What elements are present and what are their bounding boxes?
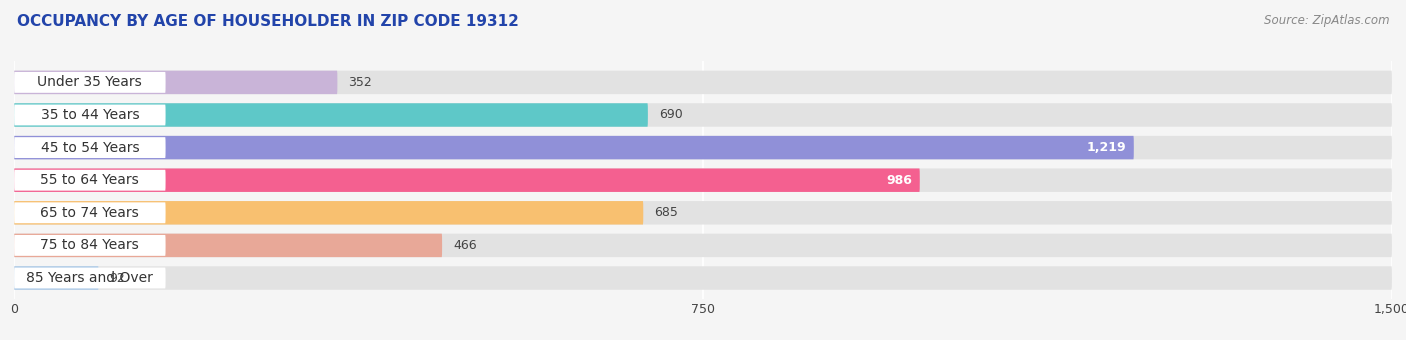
FancyBboxPatch shape — [14, 234, 441, 257]
Text: 35 to 44 Years: 35 to 44 Years — [41, 108, 139, 122]
FancyBboxPatch shape — [14, 168, 920, 192]
Text: 75 to 84 Years: 75 to 84 Years — [41, 238, 139, 252]
Text: Source: ZipAtlas.com: Source: ZipAtlas.com — [1264, 14, 1389, 27]
FancyBboxPatch shape — [14, 168, 1392, 192]
FancyBboxPatch shape — [14, 201, 644, 224]
Text: 466: 466 — [453, 239, 477, 252]
FancyBboxPatch shape — [14, 71, 337, 94]
Text: Under 35 Years: Under 35 Years — [38, 75, 142, 89]
Text: 55 to 64 Years: 55 to 64 Years — [41, 173, 139, 187]
FancyBboxPatch shape — [14, 136, 1392, 159]
Text: 92: 92 — [110, 272, 125, 285]
Text: 65 to 74 Years: 65 to 74 Years — [41, 206, 139, 220]
Text: 685: 685 — [654, 206, 678, 219]
FancyBboxPatch shape — [14, 136, 1133, 159]
FancyBboxPatch shape — [14, 201, 1392, 224]
FancyBboxPatch shape — [14, 170, 166, 191]
FancyBboxPatch shape — [14, 234, 1392, 257]
FancyBboxPatch shape — [14, 266, 98, 290]
Text: 85 Years and Over: 85 Years and Over — [27, 271, 153, 285]
Text: 690: 690 — [659, 108, 683, 121]
FancyBboxPatch shape — [14, 137, 166, 158]
Text: 352: 352 — [349, 76, 373, 89]
Text: 1,219: 1,219 — [1087, 141, 1126, 154]
FancyBboxPatch shape — [14, 202, 166, 223]
Text: 986: 986 — [887, 174, 912, 187]
FancyBboxPatch shape — [14, 105, 166, 125]
Text: 45 to 54 Years: 45 to 54 Years — [41, 141, 139, 155]
FancyBboxPatch shape — [14, 268, 166, 288]
FancyBboxPatch shape — [14, 235, 166, 256]
FancyBboxPatch shape — [14, 72, 166, 93]
FancyBboxPatch shape — [14, 103, 648, 127]
Text: OCCUPANCY BY AGE OF HOUSEHOLDER IN ZIP CODE 19312: OCCUPANCY BY AGE OF HOUSEHOLDER IN ZIP C… — [17, 14, 519, 29]
FancyBboxPatch shape — [14, 266, 1392, 290]
FancyBboxPatch shape — [14, 103, 1392, 127]
FancyBboxPatch shape — [14, 71, 1392, 94]
